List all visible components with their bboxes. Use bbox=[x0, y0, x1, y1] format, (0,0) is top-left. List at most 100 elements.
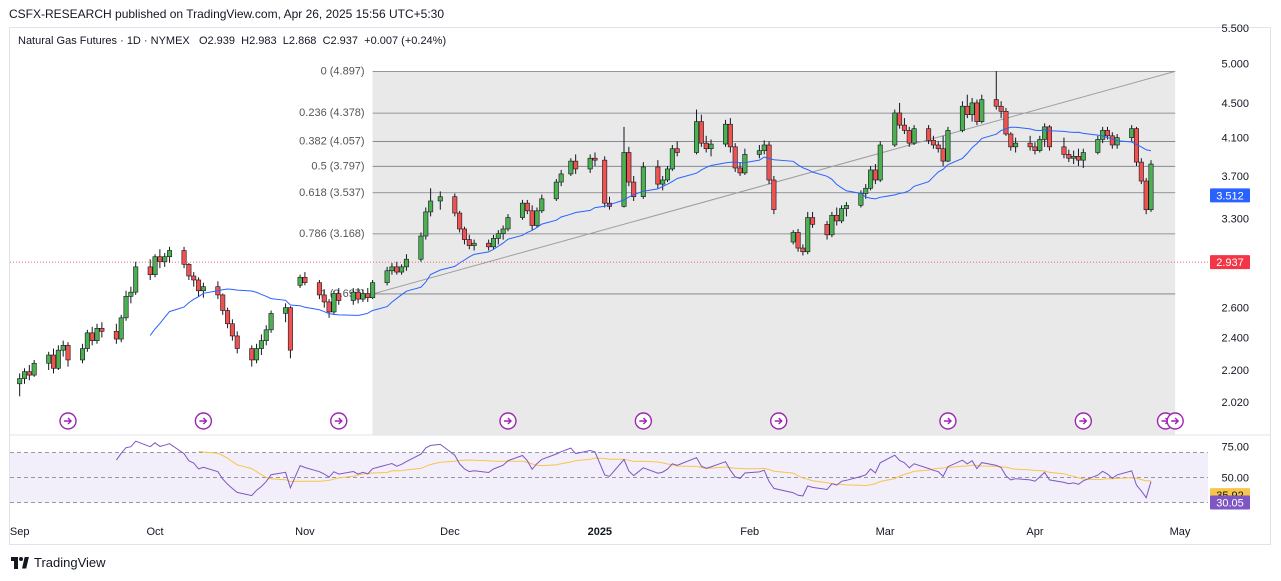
candle-body bbox=[1061, 146, 1067, 155]
fib-level-label: 0.5 (3.797) bbox=[311, 160, 364, 172]
candle-down bbox=[1027, 135, 1033, 151]
candle-down bbox=[466, 234, 472, 250]
candle-up bbox=[1095, 135, 1101, 155]
candle-body bbox=[626, 152, 632, 183]
candle-up bbox=[200, 282, 206, 298]
candle-up bbox=[490, 234, 496, 250]
candle-down bbox=[186, 263, 192, 280]
candle-body bbox=[1027, 142, 1033, 148]
candle-body bbox=[993, 99, 999, 107]
candle-up bbox=[162, 252, 168, 267]
candle-body bbox=[263, 329, 269, 341]
candle-body bbox=[863, 187, 869, 194]
candle-body bbox=[1138, 161, 1144, 182]
event-marker-icon bbox=[194, 412, 213, 430]
candle-up bbox=[94, 323, 100, 344]
candle-up bbox=[167, 246, 173, 264]
candle-body bbox=[935, 144, 941, 150]
candle-down bbox=[51, 348, 57, 374]
candle-body bbox=[302, 277, 308, 283]
candle-body bbox=[640, 166, 646, 197]
candle-down bbox=[457, 210, 463, 233]
event-marker-arrow bbox=[943, 417, 952, 425]
candle-down bbox=[99, 322, 105, 338]
candle-body bbox=[331, 293, 337, 313]
candle-up bbox=[350, 288, 356, 305]
candle-down bbox=[452, 193, 458, 217]
event-marker-arrow bbox=[199, 417, 208, 425]
candle-body bbox=[1037, 139, 1043, 151]
candle-down bbox=[602, 156, 608, 208]
candle-body bbox=[495, 233, 501, 239]
candle-up bbox=[1129, 125, 1135, 142]
candle-up bbox=[133, 261, 139, 295]
candle-down bbox=[655, 160, 661, 189]
candle-body bbox=[926, 128, 932, 141]
candle-body bbox=[727, 123, 733, 148]
candle-up bbox=[587, 154, 593, 173]
candle-body bbox=[694, 121, 700, 153]
candle-body bbox=[592, 157, 598, 161]
candle-down bbox=[113, 323, 119, 344]
price-axis-tick: 5.500 bbox=[1221, 23, 1249, 35]
candle-up bbox=[553, 178, 559, 201]
candle-down bbox=[1138, 158, 1144, 185]
event-marker-icon bbox=[770, 412, 788, 430]
tradingview-footer[interactable]: TradingView bbox=[11, 555, 106, 570]
event-marker-icon bbox=[59, 412, 77, 430]
candle-down bbox=[727, 118, 733, 153]
candle-body bbox=[790, 232, 796, 243]
candle-up bbox=[31, 359, 37, 377]
candle-body bbox=[843, 205, 849, 209]
candle-down bbox=[1066, 149, 1072, 163]
candle-body bbox=[834, 214, 840, 222]
candle-body bbox=[196, 279, 202, 292]
candle-down bbox=[181, 246, 187, 269]
candle-up bbox=[843, 202, 849, 217]
legend-change: +0.007 (+0.24%) bbox=[364, 35, 447, 47]
candle-down bbox=[631, 175, 637, 201]
candle-down bbox=[935, 141, 941, 153]
candle-body bbox=[539, 198, 545, 212]
tradingview-brand: TradingView bbox=[34, 555, 106, 570]
candle-body bbox=[355, 291, 361, 300]
candle-up bbox=[519, 199, 525, 220]
candle-up bbox=[839, 205, 845, 224]
candle-up bbox=[495, 230, 501, 245]
candle-down bbox=[1008, 132, 1014, 151]
candle-body bbox=[945, 130, 951, 162]
candle-body bbox=[17, 378, 23, 385]
candle-down bbox=[529, 205, 535, 231]
candle-body bbox=[94, 327, 100, 341]
candle-down bbox=[626, 146, 632, 187]
rsi-value-badge-label: 30.05 bbox=[1216, 497, 1244, 509]
candle-body bbox=[1109, 135, 1115, 146]
candle-body bbox=[737, 167, 743, 174]
candle-body bbox=[167, 250, 173, 258]
candle-down bbox=[771, 175, 777, 215]
candle-up bbox=[471, 239, 477, 251]
candle-up bbox=[863, 184, 869, 199]
event-marker-arrow bbox=[1079, 417, 1088, 425]
candle-up bbox=[911, 125, 917, 145]
candle-body bbox=[46, 354, 52, 364]
candle-down bbox=[732, 143, 738, 172]
candle-body bbox=[461, 228, 467, 240]
candle-body bbox=[795, 232, 801, 249]
candle-body bbox=[979, 99, 985, 122]
fib-level-label: 0.236 (4.378) bbox=[299, 107, 364, 119]
candle-body bbox=[191, 275, 197, 281]
candle-down bbox=[573, 154, 579, 174]
candle-body bbox=[471, 242, 477, 246]
candle-body bbox=[258, 340, 264, 349]
legend-symbol[interactable]: Natural Gas Futures · 1D · NYMEX bbox=[18, 35, 190, 47]
candle-body bbox=[800, 247, 806, 253]
candle-body bbox=[466, 239, 472, 246]
candle-up bbox=[331, 290, 337, 315]
candle-body bbox=[573, 160, 579, 170]
candle-up bbox=[80, 343, 86, 364]
event-marker-arrow bbox=[1171, 417, 1180, 425]
fib-zone bbox=[372, 71, 1176, 435]
candle-body bbox=[964, 105, 970, 115]
